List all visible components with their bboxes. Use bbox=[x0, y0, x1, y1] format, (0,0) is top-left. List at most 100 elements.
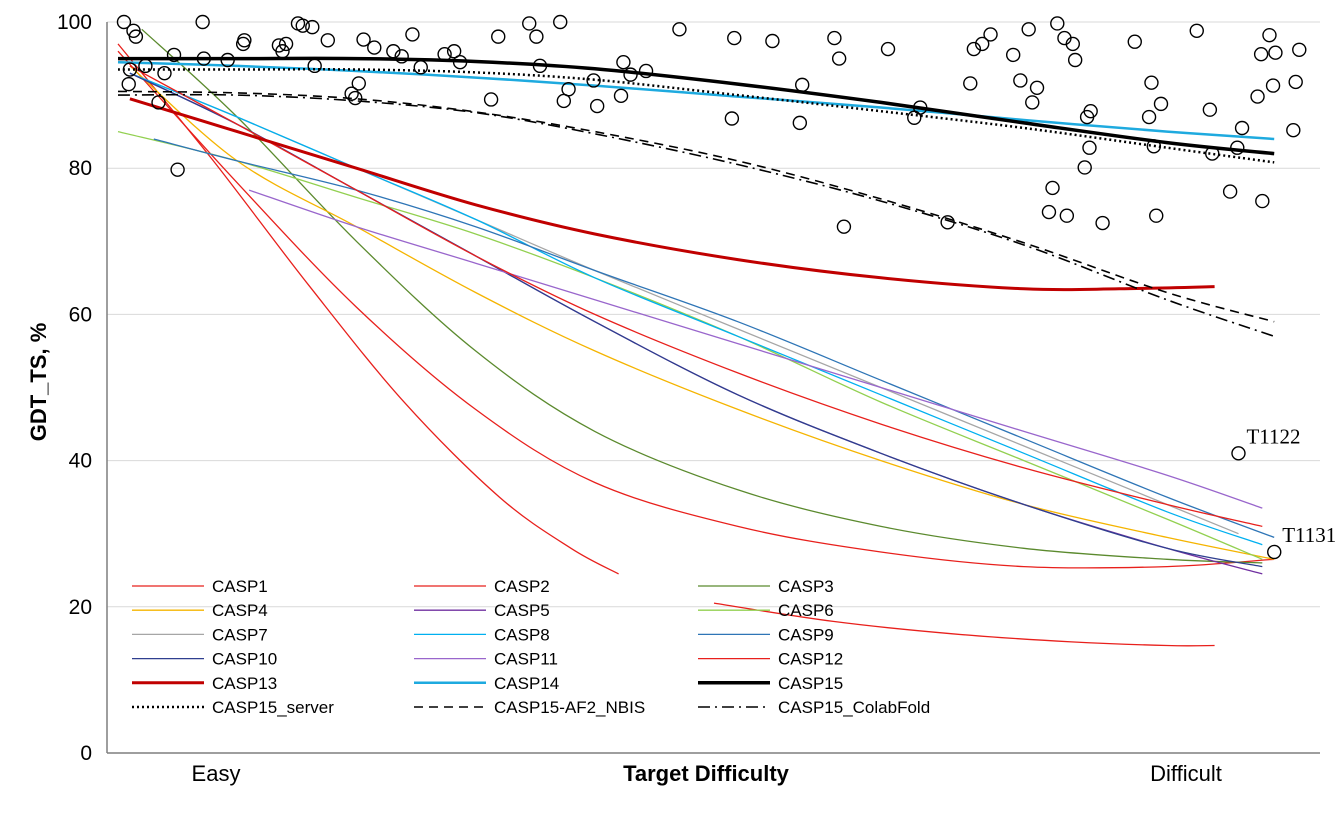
scatter-point-55 bbox=[827, 30, 842, 46]
scatter-point-87 bbox=[1149, 208, 1164, 223]
curve-casp15-colabfold-18 bbox=[117, 93, 1275, 338]
scatter-point-85 bbox=[1144, 75, 1159, 90]
scatter-point-12 bbox=[220, 52, 235, 68]
legend-label-casp4: CASP4 bbox=[212, 601, 268, 620]
scatter-point-81 bbox=[1083, 103, 1098, 119]
curve-casp2-1 bbox=[117, 50, 1275, 569]
legend-label-casp6: CASP6 bbox=[778, 601, 834, 620]
scatter-point-92 bbox=[1222, 184, 1238, 199]
axes bbox=[106, 22, 1320, 754]
legend-label-casp10: CASP10 bbox=[212, 650, 277, 669]
scatter-point-72 bbox=[1045, 180, 1060, 196]
scatter-point-93 bbox=[1230, 140, 1245, 155]
scatter-point-39 bbox=[532, 58, 548, 74]
scatter-point-19 bbox=[295, 18, 310, 33]
scatter-point-103 bbox=[1292, 42, 1307, 57]
y-tick-labels: 0 20 40 60 80 100 bbox=[57, 11, 92, 765]
scatter-point-67 bbox=[1013, 73, 1028, 88]
legend-label-casp15: CASP15 bbox=[778, 674, 843, 693]
scatter-point-73 bbox=[1050, 16, 1065, 31]
scatter-point-4 bbox=[128, 29, 144, 44]
scatter-point-69 bbox=[1025, 95, 1040, 110]
scatter-point-57 bbox=[836, 219, 852, 234]
scatter-point-70 bbox=[1029, 80, 1045, 95]
gridlines bbox=[107, 21, 1320, 608]
legend-label-casp14: CASP14 bbox=[494, 674, 559, 693]
legend-label-casp5: CASP5 bbox=[494, 601, 550, 620]
scatter-point-54 bbox=[795, 77, 810, 93]
y-axis-label: GDT_TS, % bbox=[26, 323, 51, 442]
legend-label-casp9: CASP9 bbox=[778, 625, 834, 644]
scatter-point-8 bbox=[166, 47, 182, 63]
scatter-point-14 bbox=[237, 33, 252, 48]
legend-label-casp12: CASP12 bbox=[778, 650, 843, 669]
y-tick-0: 0 bbox=[80, 742, 92, 765]
scatter-point-84 bbox=[1141, 109, 1157, 125]
scatter-point-2 bbox=[122, 62, 138, 77]
legend-label-casp8: CASP8 bbox=[494, 625, 550, 644]
scatter-point-22 bbox=[320, 33, 335, 48]
scatter-point-104 bbox=[1231, 446, 1246, 461]
x-axis-label: Target Difficulty bbox=[623, 761, 790, 786]
scatter-point-58 bbox=[880, 41, 896, 57]
scatter-point-30 bbox=[405, 27, 420, 42]
scatter-point-105 bbox=[1267, 544, 1282, 560]
scatter-point-56 bbox=[831, 51, 847, 66]
curve-casp11-10 bbox=[248, 189, 1263, 509]
curve-casp1-0 bbox=[117, 43, 619, 575]
legend-label-casp13: CASP13 bbox=[212, 674, 277, 693]
scatter-point-62 bbox=[963, 76, 978, 91]
scatter-point-88 bbox=[1153, 96, 1169, 112]
scatter-point-10 bbox=[195, 14, 210, 30]
scatter-point-63 bbox=[966, 41, 982, 57]
scatter-point-43 bbox=[586, 73, 601, 88]
scatter-point-80 bbox=[1082, 140, 1097, 155]
legend-label-casp15-server: CASP15_server bbox=[212, 698, 334, 717]
curve-casp13-13 bbox=[129, 97, 1215, 292]
scatter-point-28 bbox=[386, 44, 401, 59]
y-tick-40: 40 bbox=[69, 450, 92, 473]
y-tick-60: 60 bbox=[69, 303, 92, 326]
scatter-point-100 bbox=[1268, 45, 1283, 60]
scatter-point-9 bbox=[170, 162, 185, 177]
annotations: T1122 T1131 bbox=[1246, 424, 1336, 547]
legend-label-casp11: CASP11 bbox=[494, 650, 558, 669]
scatter-point-24 bbox=[348, 90, 363, 106]
scatter-point-46 bbox=[616, 55, 631, 70]
curves bbox=[117, 28, 1275, 647]
scatter-point-75 bbox=[1059, 208, 1075, 223]
scatter-point-7 bbox=[157, 65, 172, 81]
curve-casp12-12 bbox=[713, 602, 1215, 647]
scatter-point-50 bbox=[724, 111, 740, 126]
scatter-point-0 bbox=[116, 14, 132, 30]
legend: CASP1 CASP2 CASP3 CASP4 CASP5 CASP6 CASP7 CASP8… bbox=[132, 577, 930, 717]
scatter-point-36 bbox=[491, 29, 506, 44]
scatter-point-27 bbox=[367, 40, 382, 55]
scatter-point-29 bbox=[394, 49, 409, 64]
legend-label-casp2: CASP2 bbox=[494, 577, 550, 596]
scatter-point-45 bbox=[613, 88, 629, 104]
scatter-point-32 bbox=[437, 46, 452, 62]
curve-casp4-3 bbox=[129, 65, 1275, 560]
scatter-point-52 bbox=[765, 33, 780, 49]
scatter-point-1 bbox=[121, 76, 136, 92]
curve-casp5-4 bbox=[129, 72, 1263, 575]
annotation-t1122: T1122 bbox=[1246, 424, 1300, 448]
curve-casp15-15 bbox=[117, 56, 1275, 156]
scatter-point-71 bbox=[1041, 204, 1057, 220]
scatter-points bbox=[116, 14, 1307, 560]
scatter-point-53 bbox=[792, 115, 808, 131]
scatter-point-102 bbox=[1288, 74, 1303, 90]
scatter-point-5 bbox=[138, 58, 153, 74]
scatter-point-82 bbox=[1095, 215, 1110, 231]
y-tick-80: 80 bbox=[69, 157, 92, 180]
scatter-point-11 bbox=[196, 51, 212, 66]
scatter-point-40 bbox=[553, 14, 568, 30]
scatter-point-21 bbox=[307, 58, 322, 74]
scatter-point-96 bbox=[1253, 46, 1269, 62]
scatter-point-64 bbox=[975, 36, 990, 52]
scatter-point-49 bbox=[672, 22, 687, 37]
x-category-difficult: Difficult bbox=[1150, 761, 1222, 786]
scatter-point-89 bbox=[1189, 23, 1204, 38]
